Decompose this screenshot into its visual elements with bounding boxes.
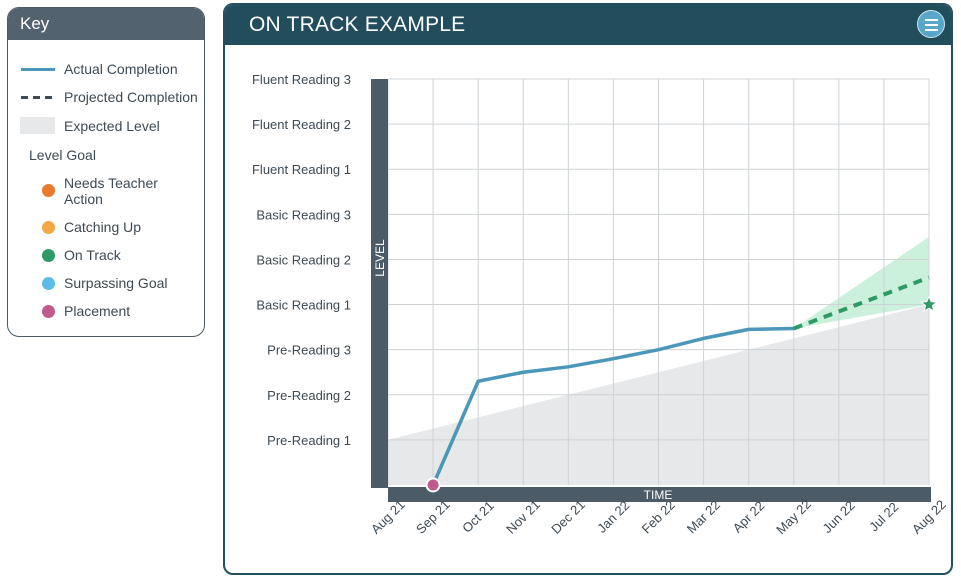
yellow-dot-icon [42,221,55,234]
chart-title: ON TRACK EXAMPLE [225,5,951,45]
key-goal-label: Surpassing Goal [64,275,168,291]
y-axis-bar [371,79,388,488]
y-tick-label: Fluent Reading 1 [252,162,351,177]
y-tick-label: Pre-Reading 2 [267,388,351,403]
key-goal-label: On Track [64,247,121,263]
y-tick-label: Pre-Reading 1 [267,433,351,448]
key-item-label: Projected Completion [64,89,198,105]
key-goal-label: Placement [64,303,131,319]
x-tick-label: Aug 21 [368,497,408,537]
x-tick-label: Jul 22 [866,499,901,534]
x-tick-label: Mar 22 [684,497,723,536]
projected-completion-line [793,275,930,331]
y-tick-label: Fluent Reading 2 [252,117,351,132]
hamburger-menu-icon[interactable] [917,10,945,38]
y-tick-label: Pre-Reading 3 [267,343,351,358]
x-axis-bar [388,487,931,502]
key-goal-label: Catching Up [64,219,142,235]
orange-dot-icon [42,184,55,197]
light-blue-dot-icon [42,277,55,290]
actual-completion-line [431,326,796,487]
x-tick-label: Oct 21 [459,498,497,536]
y-tick-label: Basic Reading 1 [256,298,351,313]
y-tick-label: Basic Reading 2 [256,252,351,267]
key-goal-label: Needs Teacher Action [64,175,158,207]
dashed-line-swatch [21,96,55,99]
key-panel: Key Actual Completion Projected Completi… [7,7,205,337]
x-tick-label: Sep 21 [413,497,453,537]
level-goal-title: Level Goal [29,147,96,163]
y-tick-label: Fluent Reading 3 [252,72,351,87]
x-tick-label: Jan 22 [594,498,632,536]
key-title: Key [8,8,204,40]
green-dot-icon [42,249,55,262]
x-tick-label: Aug 22 [909,497,949,537]
x-tick-label: Jun 22 [820,498,858,536]
placement-marker [425,477,441,493]
y-tick-label: Basic Reading 3 [256,207,351,222]
x-tick-label: Feb 22 [639,497,678,536]
y-axis-label: LEVEL [373,239,387,277]
pink-dot-icon [42,305,55,318]
key-item-label: Actual Completion [64,61,178,77]
actual-line-swatch [21,68,55,71]
x-tick-label: Apr 22 [730,498,768,536]
expected-area-swatch [20,117,55,134]
x-axis-label: TIME [644,488,673,502]
key-item-label: Expected Level [64,118,160,134]
x-tick-label: Nov 21 [503,497,543,537]
x-tick-label: May 22 [773,496,814,537]
x-tick-label: Dec 21 [548,497,588,537]
goal-star-icon [920,295,938,313]
